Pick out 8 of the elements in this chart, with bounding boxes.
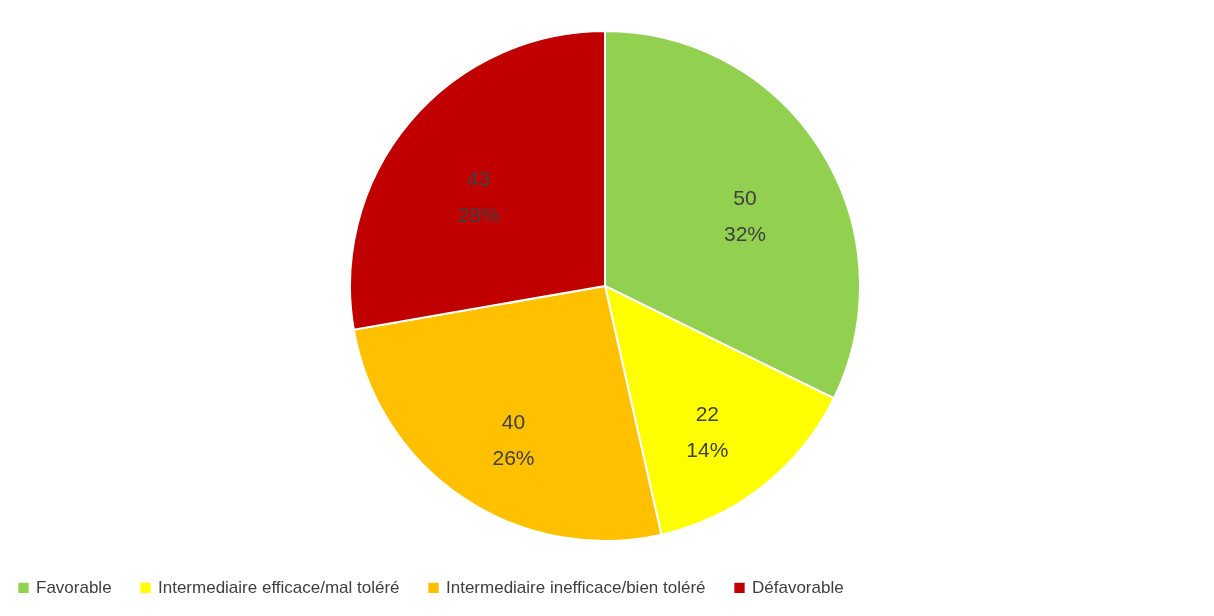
legend-label: Favorable (36, 577, 112, 597)
legend-label: Intermediaire inefficace/bien toléré (446, 577, 706, 597)
data-label: 40 26% (492, 410, 535, 470)
data-label: 43 28% (457, 166, 500, 226)
legend-label: Défavorable (752, 577, 844, 597)
legend-label: Intermediaire efficace/mal toléré (158, 577, 400, 597)
data-label: 22 14% (686, 402, 729, 462)
data-label: 50 32% (724, 185, 767, 245)
